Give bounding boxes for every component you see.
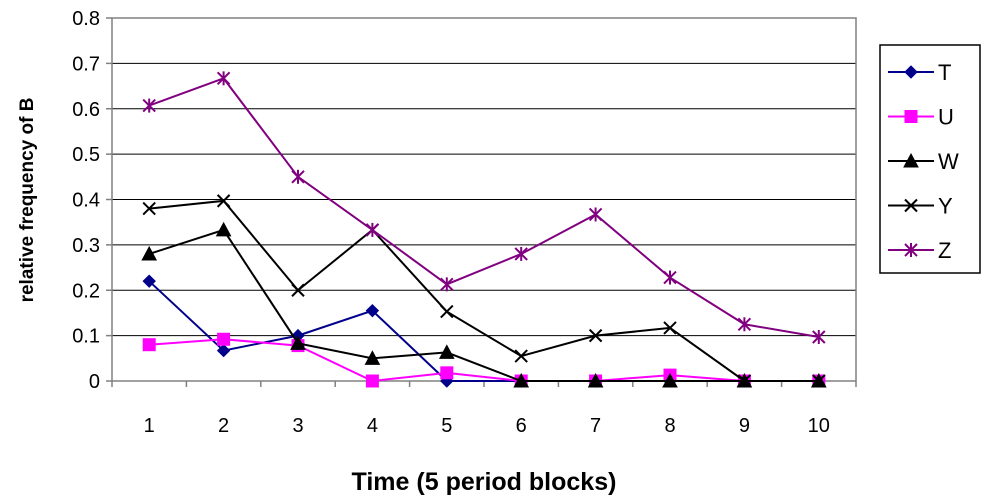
- data-point-Y: [514, 349, 528, 363]
- y-axis: 0 0.1 0.2 0.3 0.4 0.5 0.6 0.7 0.8: [72, 8, 112, 393]
- x-tick-label: 5: [441, 415, 452, 437]
- data-point-U: [142, 338, 156, 352]
- x-tick-label: 10: [808, 415, 830, 437]
- y-tick-label: 0.4: [72, 190, 100, 212]
- series-line-Z: [148, 77, 819, 338]
- legend-label: U: [938, 105, 954, 130]
- legend-label: T: [938, 60, 951, 85]
- series-W: [141, 221, 827, 388]
- data-point-Z: [142, 98, 156, 113]
- data-point-Y: [216, 194, 231, 208]
- legend-label: Y: [938, 194, 953, 219]
- legend-item-U: U: [888, 105, 954, 130]
- legend-item-Z: Z: [888, 238, 951, 263]
- legend-frame: [879, 44, 981, 274]
- data-point-Z: [588, 207, 603, 222]
- y-tick-label: 0.7: [72, 53, 100, 75]
- legend-marker: [904, 243, 918, 257]
- data-point-Y: [440, 304, 454, 319]
- legend-marker: [904, 110, 918, 123]
- x-axis: 1 2 3 4 5 6 7 8 9 10: [111, 381, 857, 437]
- series-Y: [142, 194, 826, 388]
- data-point-U: [365, 374, 379, 388]
- x-tick-label: 7: [590, 415, 601, 437]
- series-U: [142, 332, 826, 388]
- legend-marker: [903, 152, 919, 168]
- data-point-W: [587, 372, 604, 388]
- y-tick-label: 0.5: [72, 144, 100, 166]
- x-tick-label: 4: [367, 415, 378, 437]
- data-point-U: [440, 366, 454, 380]
- x-tick-label: 6: [516, 415, 527, 437]
- y-axis-title: relative frequency of B: [17, 98, 38, 303]
- legend-marker: [904, 198, 918, 213]
- x-tick-label: 2: [218, 415, 229, 437]
- data-point-Z: [365, 222, 380, 237]
- y-tick-label: 0.3: [72, 235, 100, 257]
- x-axis-title: Time (5 period blocks): [352, 468, 617, 496]
- data-point-W: [364, 350, 381, 365]
- data-point-U: [217, 332, 231, 346]
- x-tick-label: 3: [292, 415, 303, 437]
- data-point-Y: [291, 283, 305, 297]
- series-layer: [141, 71, 827, 388]
- data-point-T: [142, 274, 156, 288]
- series-line-U: [149, 338, 819, 383]
- data-point-Y: [812, 374, 826, 388]
- data-point-W: [290, 335, 306, 350]
- x-tick-label: 1: [144, 415, 155, 437]
- series-line-Y: [149, 199, 819, 382]
- y-tick-label: 0.2: [72, 280, 100, 302]
- data-point-T: [365, 303, 380, 318]
- legend-item-Y: Y: [888, 194, 953, 219]
- y-tick-label: 0.1: [72, 326, 100, 348]
- data-point-W: [215, 221, 232, 237]
- series-line-W: [148, 228, 819, 382]
- data-point-Z: [514, 246, 528, 261]
- data-point-W: [513, 372, 530, 388]
- data-point-W: [662, 372, 678, 388]
- data-point-Z: [663, 270, 677, 285]
- legend-marker: [904, 65, 918, 79]
- data-point-T: [216, 343, 231, 358]
- data-point-W: [141, 245, 158, 261]
- legend-label: W: [938, 149, 959, 174]
- data-point-Z: [291, 169, 305, 184]
- y-tick-label: 0: [89, 371, 100, 393]
- data-point-Y: [737, 374, 752, 388]
- data-point-Y: [588, 328, 603, 343]
- legend-label: Z: [938, 238, 951, 263]
- data-point-Y: [663, 321, 677, 335]
- data-point-Z: [216, 71, 231, 86]
- gridlines: [112, 62, 856, 337]
- x-tick-label: 8: [664, 415, 675, 437]
- data-point-Z: [737, 317, 752, 332]
- data-point-Y: [142, 201, 156, 216]
- series-Z: [142, 71, 826, 344]
- x-tick-label: 9: [739, 415, 750, 437]
- y-tick-label: 0.8: [72, 8, 100, 30]
- data-point-Z: [440, 277, 454, 292]
- y-tick-label: 0.6: [72, 99, 100, 121]
- series-T: [142, 274, 826, 388]
- data-point-W: [438, 344, 455, 359]
- data-point-Z: [812, 329, 826, 344]
- legend-item-T: T: [888, 60, 951, 85]
- legend-item-W: W: [888, 149, 959, 174]
